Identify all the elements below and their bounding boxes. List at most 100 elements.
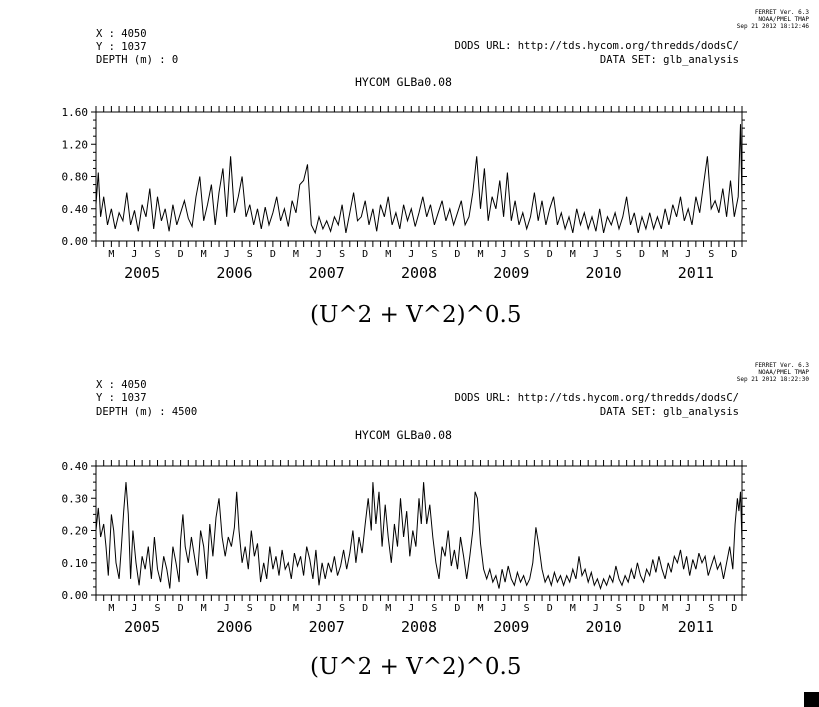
y-tick-label: 0.00	[62, 235, 89, 248]
year-label: 2008	[401, 618, 437, 636]
y-tick-label: 0.10	[62, 557, 89, 570]
y-tick-label: 0.40	[62, 460, 89, 473]
month-label: M	[201, 603, 207, 614]
month-label: D	[178, 249, 184, 260]
y-tick-label: 0.40	[62, 203, 89, 216]
month-label: J	[685, 603, 691, 614]
month-label: S	[155, 603, 161, 614]
dataset-label: DATA SET: glb_analysis	[599, 406, 739, 418]
month-label: S	[431, 603, 437, 614]
year-label: 2010	[586, 618, 622, 636]
month-label: S	[524, 603, 530, 614]
dataset-label: DATA SET: glb_analysis	[599, 54, 739, 66]
year-label: 2011	[678, 264, 714, 282]
year-label: 2006	[216, 618, 252, 636]
ferret-stamp: FERRET Ver. 6.3 NOAA/PMEL TMAP Sep 21 20…	[737, 9, 809, 30]
depth-label: DEPTH (m) : 0	[96, 54, 179, 66]
month-label: M	[478, 603, 484, 614]
year-label: 2005	[124, 264, 160, 282]
month-label: D	[178, 603, 184, 614]
ferret-version: FERRET Ver. 6.3	[754, 362, 809, 369]
month-label: M	[293, 603, 299, 614]
month-label: M	[385, 603, 391, 614]
month-label: M	[385, 249, 391, 260]
month-label: S	[247, 603, 253, 614]
ferret-date: Sep 21 2012 18:22:30	[736, 376, 809, 383]
year-label: 2010	[586, 264, 622, 282]
month-label: D	[639, 603, 645, 614]
month-label: J	[408, 249, 414, 260]
month-label: J	[131, 603, 137, 614]
month-label: M	[570, 603, 576, 614]
speed-series-line	[95, 482, 743, 591]
month-label: D	[731, 603, 737, 614]
month-label: J	[408, 603, 414, 614]
ferret-date: Sep 21 2012 18:12:46	[736, 23, 809, 30]
month-label: M	[662, 249, 668, 260]
month-label: D	[362, 249, 368, 260]
y-tick-label: 0.80	[62, 171, 89, 184]
y-index-label: Y : 1037	[96, 392, 147, 404]
x-index-label: X : 4050	[96, 379, 147, 391]
month-label: J	[593, 603, 599, 614]
month-label: D	[270, 249, 276, 260]
year-label: 2007	[309, 618, 345, 636]
month-label: J	[316, 603, 322, 614]
month-label: D	[547, 603, 553, 614]
year-label: 2009	[493, 264, 529, 282]
speed-series-line	[95, 124, 743, 235]
year-label: 2006	[216, 264, 252, 282]
corner-marker	[804, 692, 819, 707]
month-label: M	[108, 603, 114, 614]
x-axis-expression: (U^2 + V^2)^0.5	[310, 302, 522, 328]
month-label: J	[224, 249, 230, 260]
month-label: D	[270, 603, 276, 614]
month-label: D	[731, 249, 737, 260]
month-label: S	[524, 249, 530, 260]
month-label: M	[662, 603, 668, 614]
dods-url: DODS URL: http://tds.hycom.org/thredds/d…	[454, 40, 739, 52]
x-index-label: X : 4050	[96, 28, 147, 40]
month-label: S	[708, 603, 714, 614]
y-index-label: Y : 1037	[96, 41, 147, 53]
month-label: J	[224, 603, 230, 614]
month-label: S	[339, 603, 345, 614]
x-axis-expression: (U^2 + V^2)^0.5	[310, 654, 522, 680]
month-label: M	[570, 249, 576, 260]
month-label: S	[155, 249, 161, 260]
year-label: 2008	[401, 264, 437, 282]
month-label: J	[501, 603, 507, 614]
ferret-stamp: FERRET Ver. 6.3 NOAA/PMEL TMAP Sep 21 20…	[737, 362, 809, 383]
month-label: S	[431, 249, 437, 260]
month-label: S	[616, 249, 622, 260]
month-label: S	[708, 249, 714, 260]
year-label: 2011	[678, 618, 714, 636]
y-tick-label: 1.60	[62, 106, 89, 119]
month-label: M	[108, 249, 114, 260]
month-label: S	[339, 249, 345, 260]
month-label: J	[131, 249, 137, 260]
month-label: J	[685, 249, 691, 260]
year-label: 2007	[309, 264, 345, 282]
month-label: S	[616, 603, 622, 614]
month-label: D	[362, 603, 368, 614]
month-label: J	[593, 249, 599, 260]
month-label: J	[501, 249, 507, 260]
dods-url: DODS URL: http://tds.hycom.org/thredds/d…	[454, 392, 739, 404]
chart-title: HYCOM GLBa0.08	[355, 75, 452, 89]
month-label: D	[547, 249, 553, 260]
y-tick-label: 1.20	[62, 138, 89, 151]
y-tick-label: 0.20	[62, 525, 89, 538]
month-label: J	[316, 249, 322, 260]
year-label: 2009	[493, 618, 529, 636]
ferret-org: NOAA/PMEL TMAP	[758, 369, 809, 376]
surface-panel: FERRET Ver. 6.3 NOAA/PMEL TMAP Sep 21 20…	[0, 0, 819, 340]
chart-title: HYCOM GLBa0.08	[355, 428, 452, 442]
month-label: D	[454, 603, 460, 614]
month-label: M	[201, 249, 207, 260]
y-tick-label: 0.00	[62, 589, 89, 602]
ferret-version: FERRET Ver. 6.3	[754, 9, 809, 16]
month-label: D	[639, 249, 645, 260]
